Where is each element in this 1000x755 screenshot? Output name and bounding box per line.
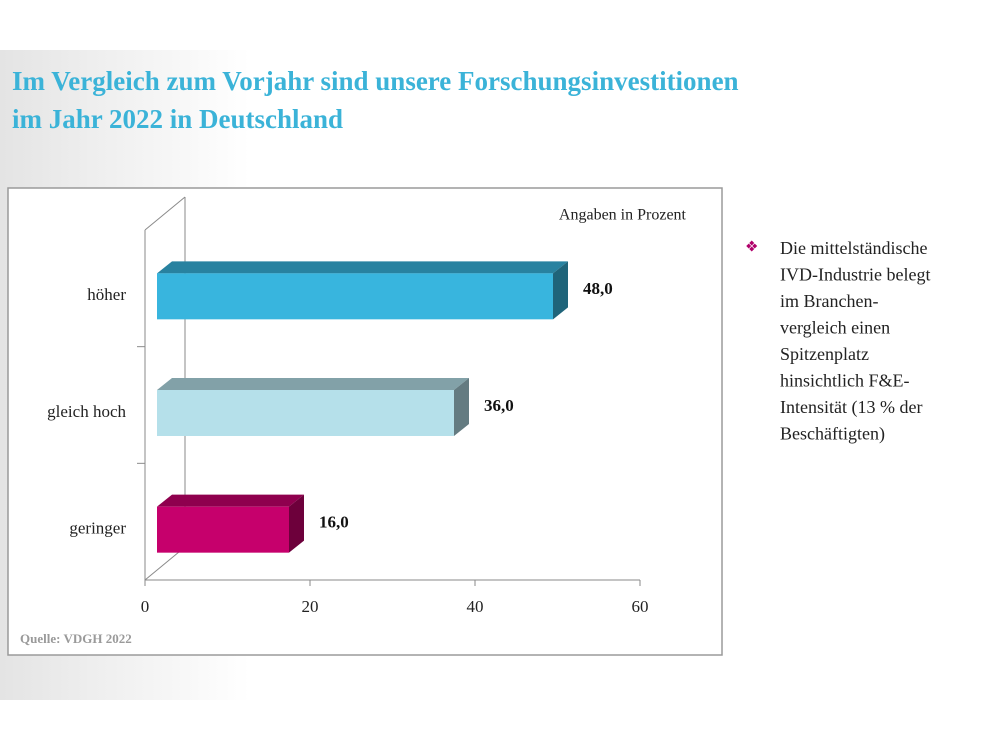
bullet: ❖ [745,239,758,255]
bar-top [157,494,304,507]
category-label: höher [87,285,126,304]
side-text-line: Spitzenplatz [780,344,869,364]
side-text-line: Intensität (13 % der [780,397,922,418]
source: Quelle: VDGH 2022 [20,631,132,646]
plot: 0 20 40 60 48,0 höher 36,0 gleich hoch 16,0 gerin… [47,196,649,616]
side-text-line: hinsichtlich F&E- [780,371,910,391]
value-label: 36,0 [484,396,514,415]
side-text: Die mittelständische IVD-Industrie belegt… [780,238,930,445]
title-line: Im Vergleich zum Vorjahr sind unsere For… [12,66,739,96]
bar-side [289,494,304,553]
side-text-line: Beschäftigten) [780,424,885,445]
category-label: gleich hoch [47,402,126,421]
side-text-line: vergleich einen [780,318,890,338]
category-label: geringer [69,519,126,538]
bar [157,390,454,436]
x-tick-label: 0 [141,597,150,616]
wall-edge [144,196,186,231]
bar-side [553,261,568,320]
bar-top [157,378,469,390]
x-tick-label: 60 [632,597,649,616]
bar-top [157,261,568,274]
x-tick-label: 20 [302,597,319,616]
value-label: 48,0 [583,279,613,298]
bar-side [454,378,469,436]
title-line: im Jahr 2022 in Deutschland [12,104,343,134]
bar [157,273,553,320]
side-text-line: Die mittelständische [780,238,927,258]
x-tick-label: 40 [467,597,484,616]
bar [157,506,289,553]
side-text-line: IVD-Industrie belegt [780,265,930,285]
side-text-line: im Branchen- [780,291,878,311]
value-label: 16,0 [319,513,349,532]
unit-note: Angaben in Prozent [559,207,687,224]
